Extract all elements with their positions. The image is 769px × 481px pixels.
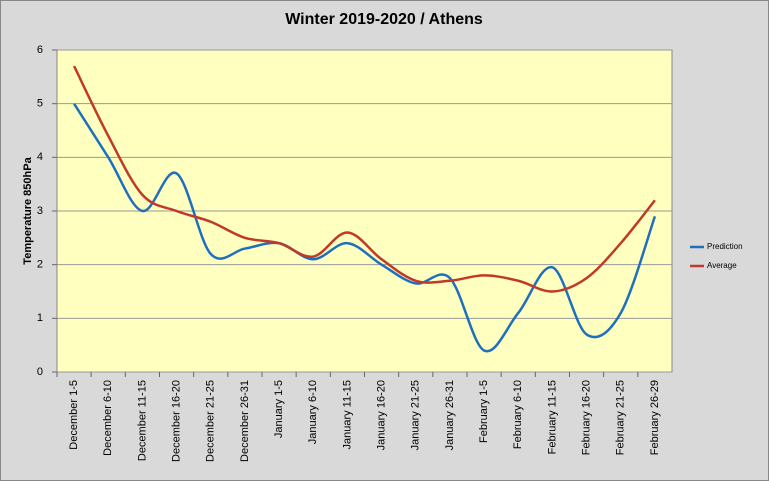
line-series: [73, 102, 657, 353]
x-tick-label: January 11-15: [341, 380, 353, 450]
x-tick-label: February 16-20: [580, 380, 592, 455]
x-tick-label: December 26-31: [239, 380, 251, 462]
x-tick-label: February 1-5: [478, 380, 490, 443]
x-tick-label: January 26-31: [444, 380, 456, 450]
x-tick-label: January 1-5: [273, 380, 285, 438]
x-tick-label: December 16-20: [170, 380, 182, 462]
legend-label: Prediction: [707, 242, 743, 251]
x-tick-label: January 16-20: [375, 380, 387, 450]
x-tick-label: February 6-10: [512, 380, 524, 449]
y-tick-label: 2: [37, 259, 43, 271]
x-tick-label: February 11-15: [546, 380, 558, 454]
y-tick-label: 0: [37, 366, 43, 378]
chart-title: Winter 2019-2020 / Athens: [285, 11, 483, 28]
x-tick-label: December 11-15: [136, 380, 148, 461]
y-tick-label: 1: [37, 312, 43, 324]
x-tick-label: January 6-10: [307, 380, 319, 444]
y-tick-label: 4: [37, 151, 43, 163]
x-tick-label: December 1-5: [68, 380, 80, 450]
y-tick-label: 6: [37, 44, 43, 56]
x-tick-label: December 21-25: [205, 380, 217, 462]
x-tick-label: January 21-25: [410, 380, 422, 450]
x-tick-label: February 26-29: [649, 380, 661, 455]
line-series: [72, 65, 656, 293]
y-tick-label: 5: [37, 98, 43, 110]
y-axis-label: Temperature 850hPa: [22, 156, 34, 264]
x-tick-label: February 21-25: [615, 380, 627, 455]
y-tick-label: 3: [37, 205, 43, 217]
legend-label: Average: [707, 261, 737, 270]
x-tick-label: December 6-10: [102, 380, 114, 456]
